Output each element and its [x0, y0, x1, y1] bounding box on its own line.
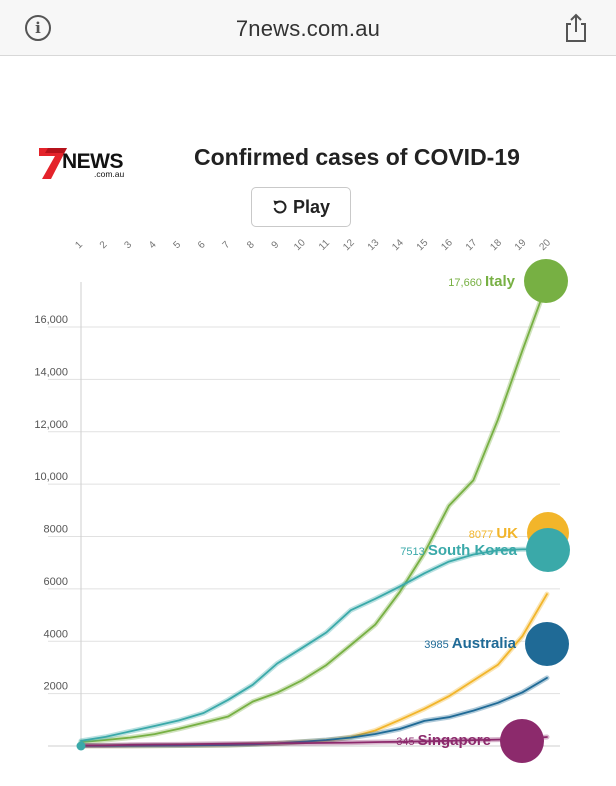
origin-dot	[76, 741, 86, 751]
series-label-singapore: 345 Singapore	[396, 732, 491, 749]
x-tick-label: 19	[513, 237, 529, 253]
x-tick-label: 3	[122, 239, 134, 251]
x-tick-label: 16	[439, 237, 455, 253]
x-tick-label: 8	[245, 239, 257, 251]
x-tick-label: 6	[196, 239, 208, 251]
series-line-italy	[80, 282, 548, 743]
x-tick-label: 15	[415, 237, 431, 253]
series-bubble-australia	[525, 622, 569, 666]
url-display[interactable]: 7news.com.au	[235, 16, 381, 41]
series-bubble-italy	[524, 259, 568, 303]
x-tick-label: 5	[171, 239, 183, 251]
logo-domain: .com.au	[94, 169, 125, 179]
y-tick-label: 16,000	[34, 314, 68, 326]
y-tick-label: 2000	[44, 681, 68, 693]
x-tick-label: 10	[292, 237, 308, 253]
x-tick-label: 17	[464, 237, 480, 253]
replay-icon	[273, 200, 287, 214]
y-tick-label: 6000	[44, 576, 68, 588]
series-line-singapore	[80, 736, 548, 747]
series-label-australia: 3985 Australia	[424, 635, 516, 652]
y-tick-label: 10,000	[34, 471, 68, 483]
series-line-south-korea	[80, 548, 548, 742]
series-bubble-south-korea	[526, 528, 570, 572]
seven-logo-icon	[39, 148, 67, 179]
browser-bar: i 7news.com.au	[0, 0, 616, 56]
series-label-italy: 17,660 Italy	[448, 273, 515, 290]
y-tick-label: 14,000	[34, 366, 68, 378]
play-button[interactable]: Play	[251, 187, 351, 227]
play-button-label: Play	[292, 196, 331, 217]
x-tick-label: 18	[488, 237, 504, 253]
x-tick-label: 7	[221, 239, 233, 251]
x-tick-label: 1	[73, 239, 85, 251]
x-tick-label: 4	[147, 239, 159, 251]
x-tick-label: 13	[366, 237, 382, 253]
series-label-uk: 8077 UK	[469, 525, 518, 542]
x-tick-label: 9	[270, 239, 282, 251]
x-tick-label: 2	[98, 239, 110, 251]
series-label-south-korea: 7513 South Korea	[400, 542, 517, 559]
y-tick-label: 8000	[44, 524, 68, 536]
logo-text: NEWS	[62, 150, 124, 173]
info-icon[interactable]: i	[25, 15, 51, 41]
x-tick-label: 20	[537, 237, 553, 253]
chart-title: Confirmed cases of COVID-19	[194, 144, 520, 170]
x-tick-label: 14	[390, 237, 406, 253]
series-line-australia	[80, 677, 548, 747]
series-bubble-singapore	[500, 719, 544, 763]
y-tick-label: 4000	[44, 628, 68, 640]
7news-logo: NEWS .com.au	[38, 146, 134, 180]
share-icon[interactable]	[562, 13, 590, 43]
x-tick-label: 11	[317, 237, 332, 252]
x-tick-label: 12	[341, 237, 357, 253]
y-tick-label: 12,000	[34, 419, 68, 431]
